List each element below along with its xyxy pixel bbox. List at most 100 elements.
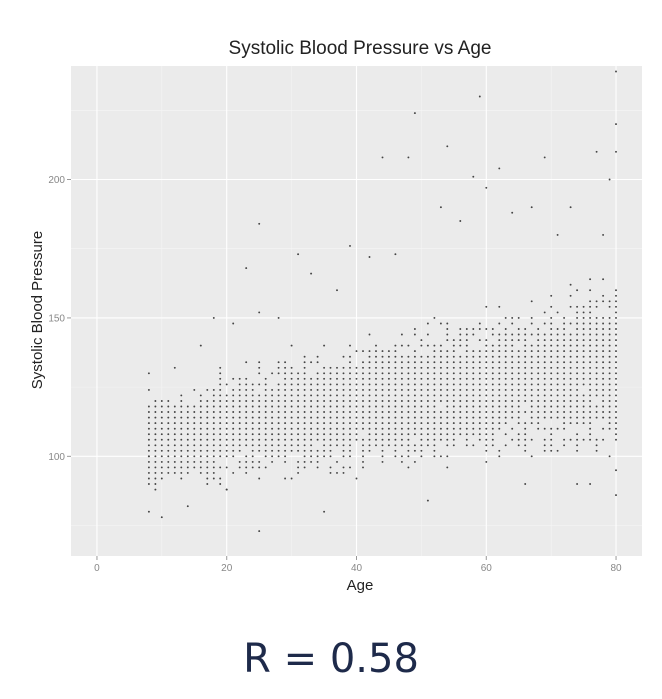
data-point xyxy=(199,405,202,408)
data-point xyxy=(407,355,410,358)
data-point xyxy=(452,411,455,413)
data-point xyxy=(439,344,442,347)
data-point xyxy=(543,355,546,358)
data-point xyxy=(355,416,358,419)
data-point xyxy=(394,400,397,402)
data-point xyxy=(550,394,553,397)
data-point xyxy=(524,438,527,441)
data-point xyxy=(615,427,617,430)
data-point xyxy=(329,471,332,474)
data-point xyxy=(615,305,617,308)
data-point xyxy=(608,366,611,369)
data-point xyxy=(381,388,384,391)
data-point xyxy=(349,244,351,247)
data-point xyxy=(517,333,520,336)
data-point xyxy=(290,388,293,391)
data-point xyxy=(355,433,358,436)
data-point xyxy=(420,427,423,430)
data-point xyxy=(602,377,605,380)
data-point xyxy=(452,438,455,441)
data-point xyxy=(375,372,377,375)
data-point xyxy=(504,383,507,386)
data-point xyxy=(355,405,358,408)
data-point xyxy=(608,383,611,386)
data-point xyxy=(602,383,605,386)
data-point xyxy=(465,355,468,358)
data-point xyxy=(498,339,501,342)
data-point xyxy=(375,416,377,419)
data-point xyxy=(576,372,579,375)
data-point xyxy=(303,400,306,402)
data-point xyxy=(329,466,332,469)
data-point xyxy=(258,530,261,533)
data-point xyxy=(303,427,306,430)
data-point xyxy=(439,372,442,375)
data-point xyxy=(556,355,559,358)
data-point xyxy=(478,411,481,413)
data-point xyxy=(433,433,436,436)
data-point xyxy=(245,455,248,458)
data-point xyxy=(284,460,287,463)
data-point xyxy=(167,444,170,447)
data-point xyxy=(426,444,429,447)
data-point xyxy=(394,383,397,386)
data-point xyxy=(225,416,228,419)
data-point xyxy=(323,377,326,380)
data-point xyxy=(349,388,351,391)
data-point xyxy=(245,427,248,430)
data-point xyxy=(576,411,579,413)
data-point xyxy=(465,344,468,347)
data-point xyxy=(368,350,371,353)
data-point xyxy=(543,438,546,441)
data-point xyxy=(615,355,617,358)
data-point xyxy=(154,416,157,419)
data-point xyxy=(472,394,475,397)
data-point xyxy=(582,305,585,308)
data-point xyxy=(524,377,527,380)
data-point xyxy=(245,460,248,463)
data-point xyxy=(582,333,585,336)
data-point xyxy=(400,388,403,391)
data-point xyxy=(563,388,566,391)
data-point xyxy=(206,471,209,474)
data-point xyxy=(381,372,384,375)
data-point xyxy=(504,333,507,336)
data-point xyxy=(420,405,423,408)
data-point xyxy=(563,444,566,447)
data-point xyxy=(498,388,501,391)
data-point xyxy=(589,339,592,342)
data-point xyxy=(387,438,390,441)
data-point xyxy=(550,388,553,391)
data-point xyxy=(537,411,540,413)
data-point xyxy=(251,405,254,408)
data-point xyxy=(258,372,261,375)
data-point xyxy=(336,471,338,474)
data-point xyxy=(563,438,566,441)
data-point xyxy=(524,411,527,413)
x-tick-label: 60 xyxy=(481,563,493,574)
data-point xyxy=(576,377,579,380)
data-point xyxy=(452,394,455,397)
data-point xyxy=(556,411,559,413)
data-point xyxy=(349,400,351,402)
data-point xyxy=(498,411,501,413)
data-point xyxy=(381,350,384,353)
data-point xyxy=(511,355,514,358)
data-point xyxy=(329,422,332,425)
data-point xyxy=(232,471,235,474)
data-point xyxy=(407,411,410,413)
data-point xyxy=(465,328,468,330)
data-point xyxy=(290,383,293,386)
data-point xyxy=(271,416,274,419)
data-point xyxy=(550,383,553,386)
x-tick-label: 0 xyxy=(94,563,100,574)
data-point xyxy=(238,377,241,380)
data-point xyxy=(537,328,540,330)
data-point xyxy=(271,444,274,447)
data-point xyxy=(147,466,150,469)
data-point xyxy=(212,411,215,413)
data-point xyxy=(524,339,527,342)
data-point xyxy=(336,460,338,463)
data-point xyxy=(589,433,592,436)
data-point xyxy=(413,460,416,463)
